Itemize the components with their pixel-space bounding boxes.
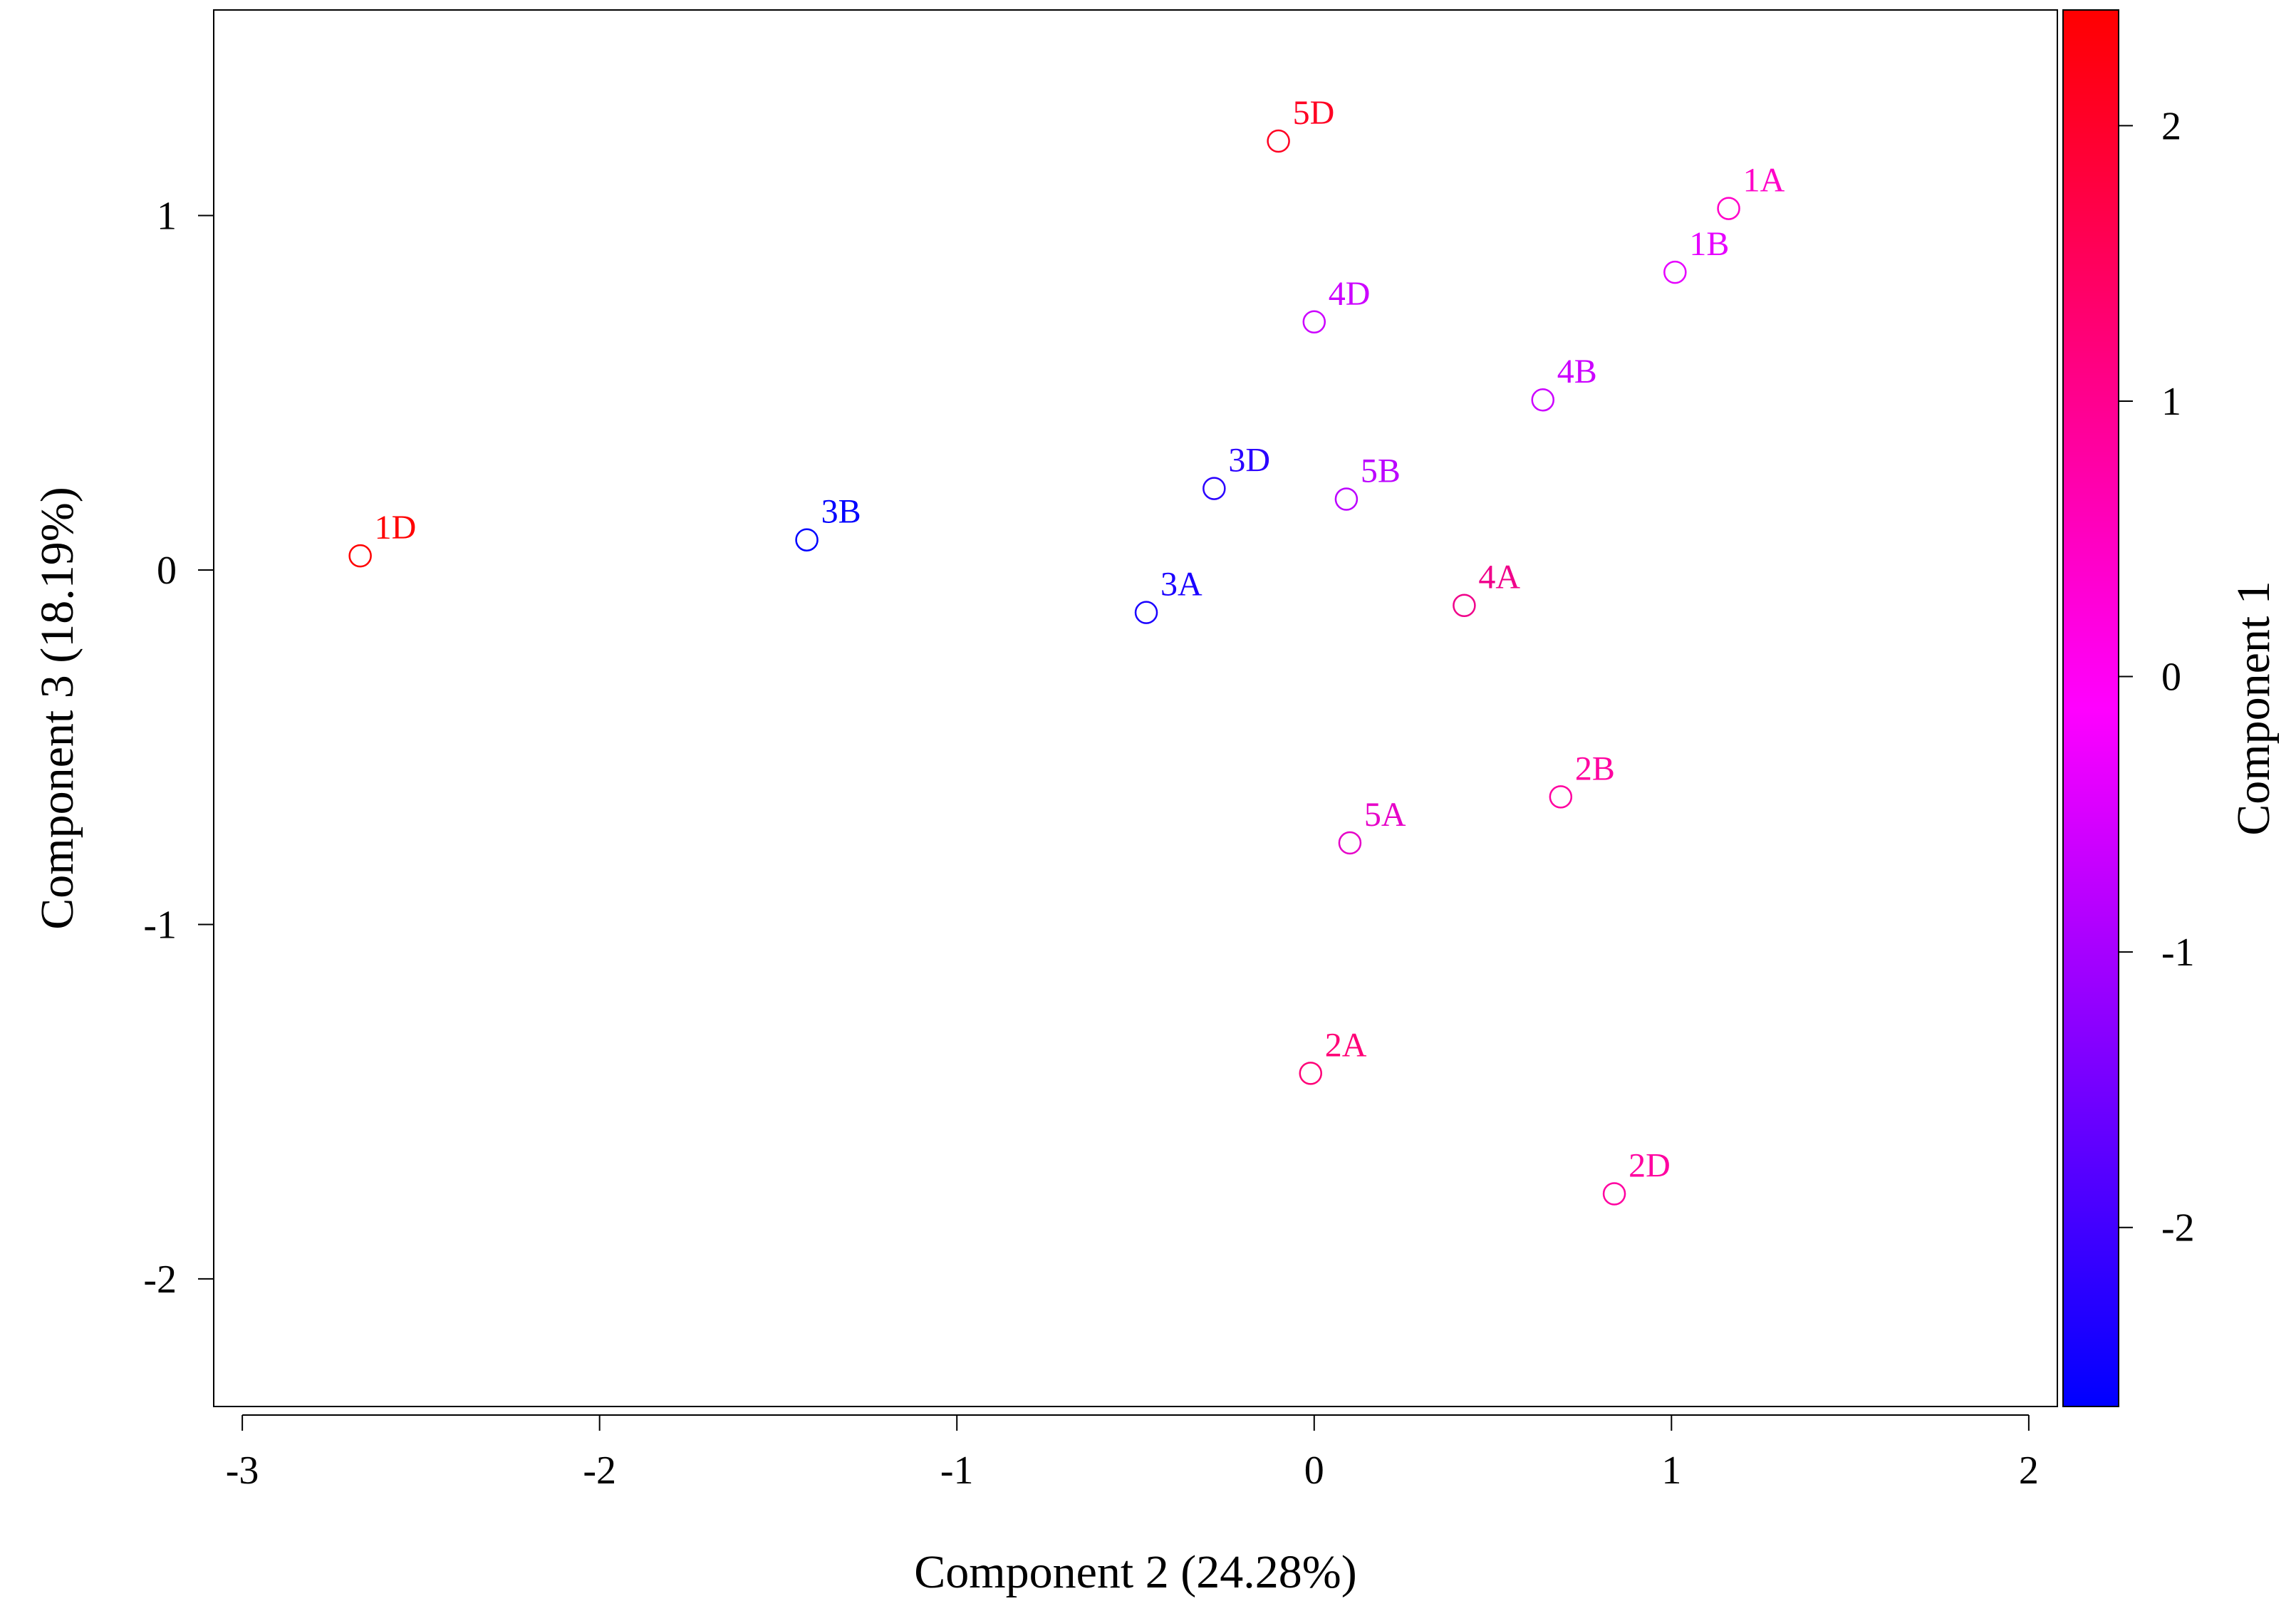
- point-label: 3B: [821, 493, 861, 531]
- point-label: 3D: [1228, 442, 1270, 480]
- colorbar-tick-label: 2: [2161, 104, 2181, 148]
- data-points: 1D 3B 3A 3D 5D 4D 5B 5A 2A 4A 4B 2B 2D 1B 1A: [348, 94, 1785, 1206]
- colorbar-title: Component 1: [2228, 581, 2280, 836]
- data-point: [795, 528, 819, 551]
- point-label: 1D: [375, 509, 417, 546]
- y-tick-label: 1: [157, 195, 177, 239]
- x-axis: -3 -2 -1 0 1 2: [226, 1414, 2039, 1493]
- data-point: [1134, 601, 1158, 624]
- x-tick-label: 0: [1304, 1449, 1324, 1493]
- plot-area: [213, 9, 2058, 1407]
- y-tick-label: -1: [143, 903, 177, 947]
- point-label: 1A: [1743, 162, 1785, 200]
- data-point: [1602, 1182, 1626, 1206]
- point-label: 4D: [1329, 275, 1371, 313]
- x-tick-label: -3: [226, 1449, 259, 1493]
- point-label: 2B: [1575, 750, 1615, 787]
- colorbar-tick-label: 1: [2161, 380, 2181, 424]
- data-point: [348, 544, 372, 568]
- data-point: [1453, 594, 1476, 617]
- x-tick-label: 1: [1661, 1449, 1681, 1493]
- data-point: [1334, 487, 1359, 511]
- colorbar-axis: -2 -1 0 1 2: [2119, 104, 2195, 1250]
- x-tick-label: -2: [583, 1449, 616, 1493]
- colorbar-tick-label: -1: [2161, 931, 2195, 975]
- point-label: 2D: [1629, 1147, 1671, 1185]
- point-label: 1B: [1689, 225, 1729, 263]
- y-tick-label: 0: [157, 549, 177, 593]
- point-label: 4B: [1557, 353, 1597, 390]
- data-point: [1717, 197, 1740, 220]
- data-point: [1202, 477, 1226, 500]
- data-point: [1531, 388, 1555, 412]
- point-label: 5A: [1364, 796, 1406, 834]
- y-axis-title: Component 3 (18.19%): [31, 487, 83, 929]
- y-tick-label: -2: [143, 1258, 177, 1302]
- point-label: 2A: [1325, 1026, 1367, 1064]
- point-label: 4A: [1478, 559, 1520, 596]
- x-tick-label: 2: [2019, 1449, 2039, 1493]
- colorbar-tick-label: -2: [2161, 1206, 2195, 1250]
- data-point: [1302, 310, 1326, 334]
- point-label: 5D: [1293, 94, 1335, 132]
- x-axis-title: Component 2 (24.28%): [914, 1546, 1356, 1598]
- point-label: 5B: [1361, 452, 1401, 489]
- colorbar: [2062, 9, 2119, 1407]
- y-axis: -2 -1 0 1: [143, 195, 214, 1302]
- colorbar-tick-label: 0: [2161, 656, 2181, 700]
- x-tick-label: -1: [940, 1449, 974, 1493]
- data-point: [1267, 129, 1290, 153]
- data-point: [1299, 1062, 1323, 1085]
- data-point: [1338, 831, 1362, 855]
- point-label: 3A: [1160, 566, 1202, 603]
- data-point: [1663, 260, 1687, 284]
- data-point: [1549, 785, 1573, 809]
